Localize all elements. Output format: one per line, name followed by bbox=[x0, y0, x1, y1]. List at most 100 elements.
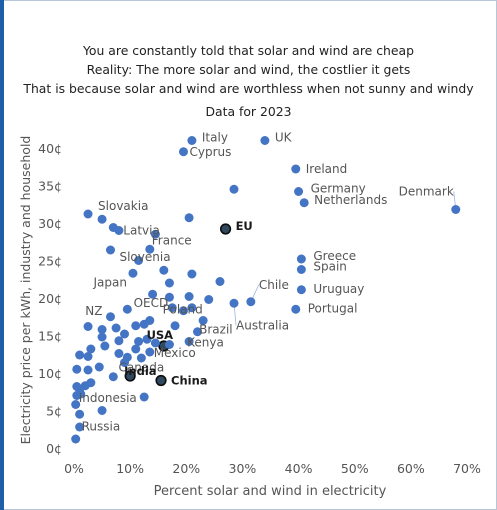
data-point bbox=[296, 265, 306, 274]
data-point bbox=[187, 136, 197, 145]
data-point bbox=[260, 136, 270, 145]
data-point bbox=[122, 304, 132, 314]
x-tick-label: 70% bbox=[453, 461, 481, 476]
data-point bbox=[178, 147, 188, 157]
data-point bbox=[193, 327, 203, 337]
data-point bbox=[187, 269, 197, 279]
point-label: Australia bbox=[236, 318, 289, 332]
headline-line-3: That is because solar and wind are worth… bbox=[23, 81, 474, 96]
data-point bbox=[75, 409, 85, 419]
data-point bbox=[114, 336, 124, 346]
data-point bbox=[148, 289, 158, 299]
point-label: Chile bbox=[259, 278, 289, 292]
data-point bbox=[97, 406, 107, 415]
y-tick-label: 30¢ bbox=[38, 216, 62, 231]
data-point bbox=[229, 184, 239, 194]
highlight-point bbox=[155, 374, 167, 387]
data-point bbox=[136, 353, 146, 363]
x-tick-label: 50% bbox=[341, 461, 369, 476]
data-point bbox=[164, 292, 174, 302]
data-point bbox=[299, 198, 309, 208]
data-point bbox=[164, 278, 174, 288]
point-label: Kenya bbox=[187, 336, 224, 350]
data-point bbox=[72, 364, 82, 374]
data-point bbox=[97, 325, 107, 334]
point-label: Japan bbox=[92, 275, 126, 289]
highlight-point bbox=[124, 370, 136, 382]
point-label: Greece bbox=[313, 249, 356, 263]
point-label: Netherlands bbox=[314, 193, 387, 207]
data-point bbox=[83, 322, 93, 331]
data-point bbox=[164, 340, 174, 349]
data-point bbox=[451, 205, 461, 214]
data-point bbox=[187, 303, 197, 313]
y-tick-label: 40¢ bbox=[38, 141, 62, 156]
data-point bbox=[198, 316, 208, 325]
point-label: NZ bbox=[85, 304, 102, 318]
x-tick-label: 60% bbox=[397, 461, 425, 476]
data-points bbox=[71, 136, 461, 444]
data-point bbox=[100, 341, 110, 351]
point-label: Cyprus bbox=[189, 145, 231, 159]
y-tick-label: 0¢ bbox=[46, 441, 62, 456]
data-point bbox=[134, 256, 144, 265]
point-label: Uruguay bbox=[313, 282, 364, 296]
data-point bbox=[184, 292, 194, 301]
data-point bbox=[71, 400, 81, 409]
x-tick-label: 30% bbox=[229, 461, 257, 476]
data-point bbox=[131, 344, 141, 354]
point-label: Brazil bbox=[199, 323, 233, 337]
data-point bbox=[170, 321, 180, 331]
point-label: Russia bbox=[82, 419, 121, 433]
point-label: Denmark bbox=[399, 185, 454, 199]
data-point bbox=[291, 164, 301, 174]
data-point bbox=[122, 352, 132, 362]
point-label: Poland bbox=[163, 303, 203, 317]
point-label: Canada bbox=[119, 361, 165, 375]
point-label: Ireland bbox=[306, 162, 348, 176]
x-tick-label: 0% bbox=[64, 461, 84, 476]
x-axis-label: Percent solar and wind in electricity bbox=[154, 484, 387, 499]
data-point bbox=[72, 391, 82, 400]
y-axis-label: Electricity price per kWh, industry and … bbox=[18, 136, 33, 445]
data-point bbox=[215, 277, 225, 286]
point-label: Slovenia bbox=[119, 250, 170, 264]
point-label: China bbox=[171, 374, 208, 388]
data-point bbox=[229, 298, 239, 308]
data-point bbox=[145, 347, 155, 357]
y-tick-label: 15¢ bbox=[38, 329, 62, 344]
point-label: Mexico bbox=[154, 346, 196, 360]
y-tick-label: 25¢ bbox=[38, 254, 62, 269]
point-label: Germany bbox=[311, 182, 366, 196]
data-point bbox=[184, 337, 194, 346]
data-point bbox=[120, 329, 130, 339]
data-point bbox=[246, 297, 256, 307]
point-label: India bbox=[124, 364, 156, 378]
data-point bbox=[296, 285, 306, 295]
data-point bbox=[178, 306, 188, 316]
x-tick-label: 20% bbox=[172, 461, 200, 476]
data-point bbox=[86, 378, 96, 388]
y-tick-label: 10¢ bbox=[38, 366, 62, 381]
data-point bbox=[71, 434, 81, 444]
data-point bbox=[204, 295, 214, 304]
x-tick-label: 10% bbox=[116, 461, 144, 476]
point-label: Italy bbox=[202, 131, 228, 145]
data-point bbox=[105, 312, 115, 322]
data-point bbox=[184, 213, 194, 223]
data-point bbox=[94, 362, 104, 372]
data-point bbox=[97, 332, 107, 342]
data-point bbox=[134, 337, 144, 346]
chart-title: Data for 2023 bbox=[205, 104, 292, 119]
y-tick-label: 20¢ bbox=[38, 291, 62, 306]
headline-line-2: Reality: The more solar and wind, the co… bbox=[86, 62, 411, 77]
point-label: UK bbox=[275, 131, 293, 145]
data-point bbox=[97, 214, 107, 224]
data-point bbox=[167, 303, 177, 313]
data-point bbox=[108, 372, 118, 382]
y-tick-label: 5¢ bbox=[46, 404, 62, 419]
axis-ticks: 0% 10% 20% 30% 40% 50% 60% 70% 0¢ 5¢ 10¢ 15¢ 20¢ 25¢ 3… bbox=[38, 141, 481, 476]
data-point bbox=[75, 422, 85, 432]
